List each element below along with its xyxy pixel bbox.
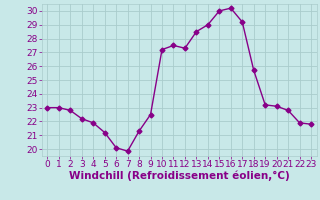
- X-axis label: Windchill (Refroidissement éolien,°C): Windchill (Refroidissement éolien,°C): [69, 171, 290, 181]
